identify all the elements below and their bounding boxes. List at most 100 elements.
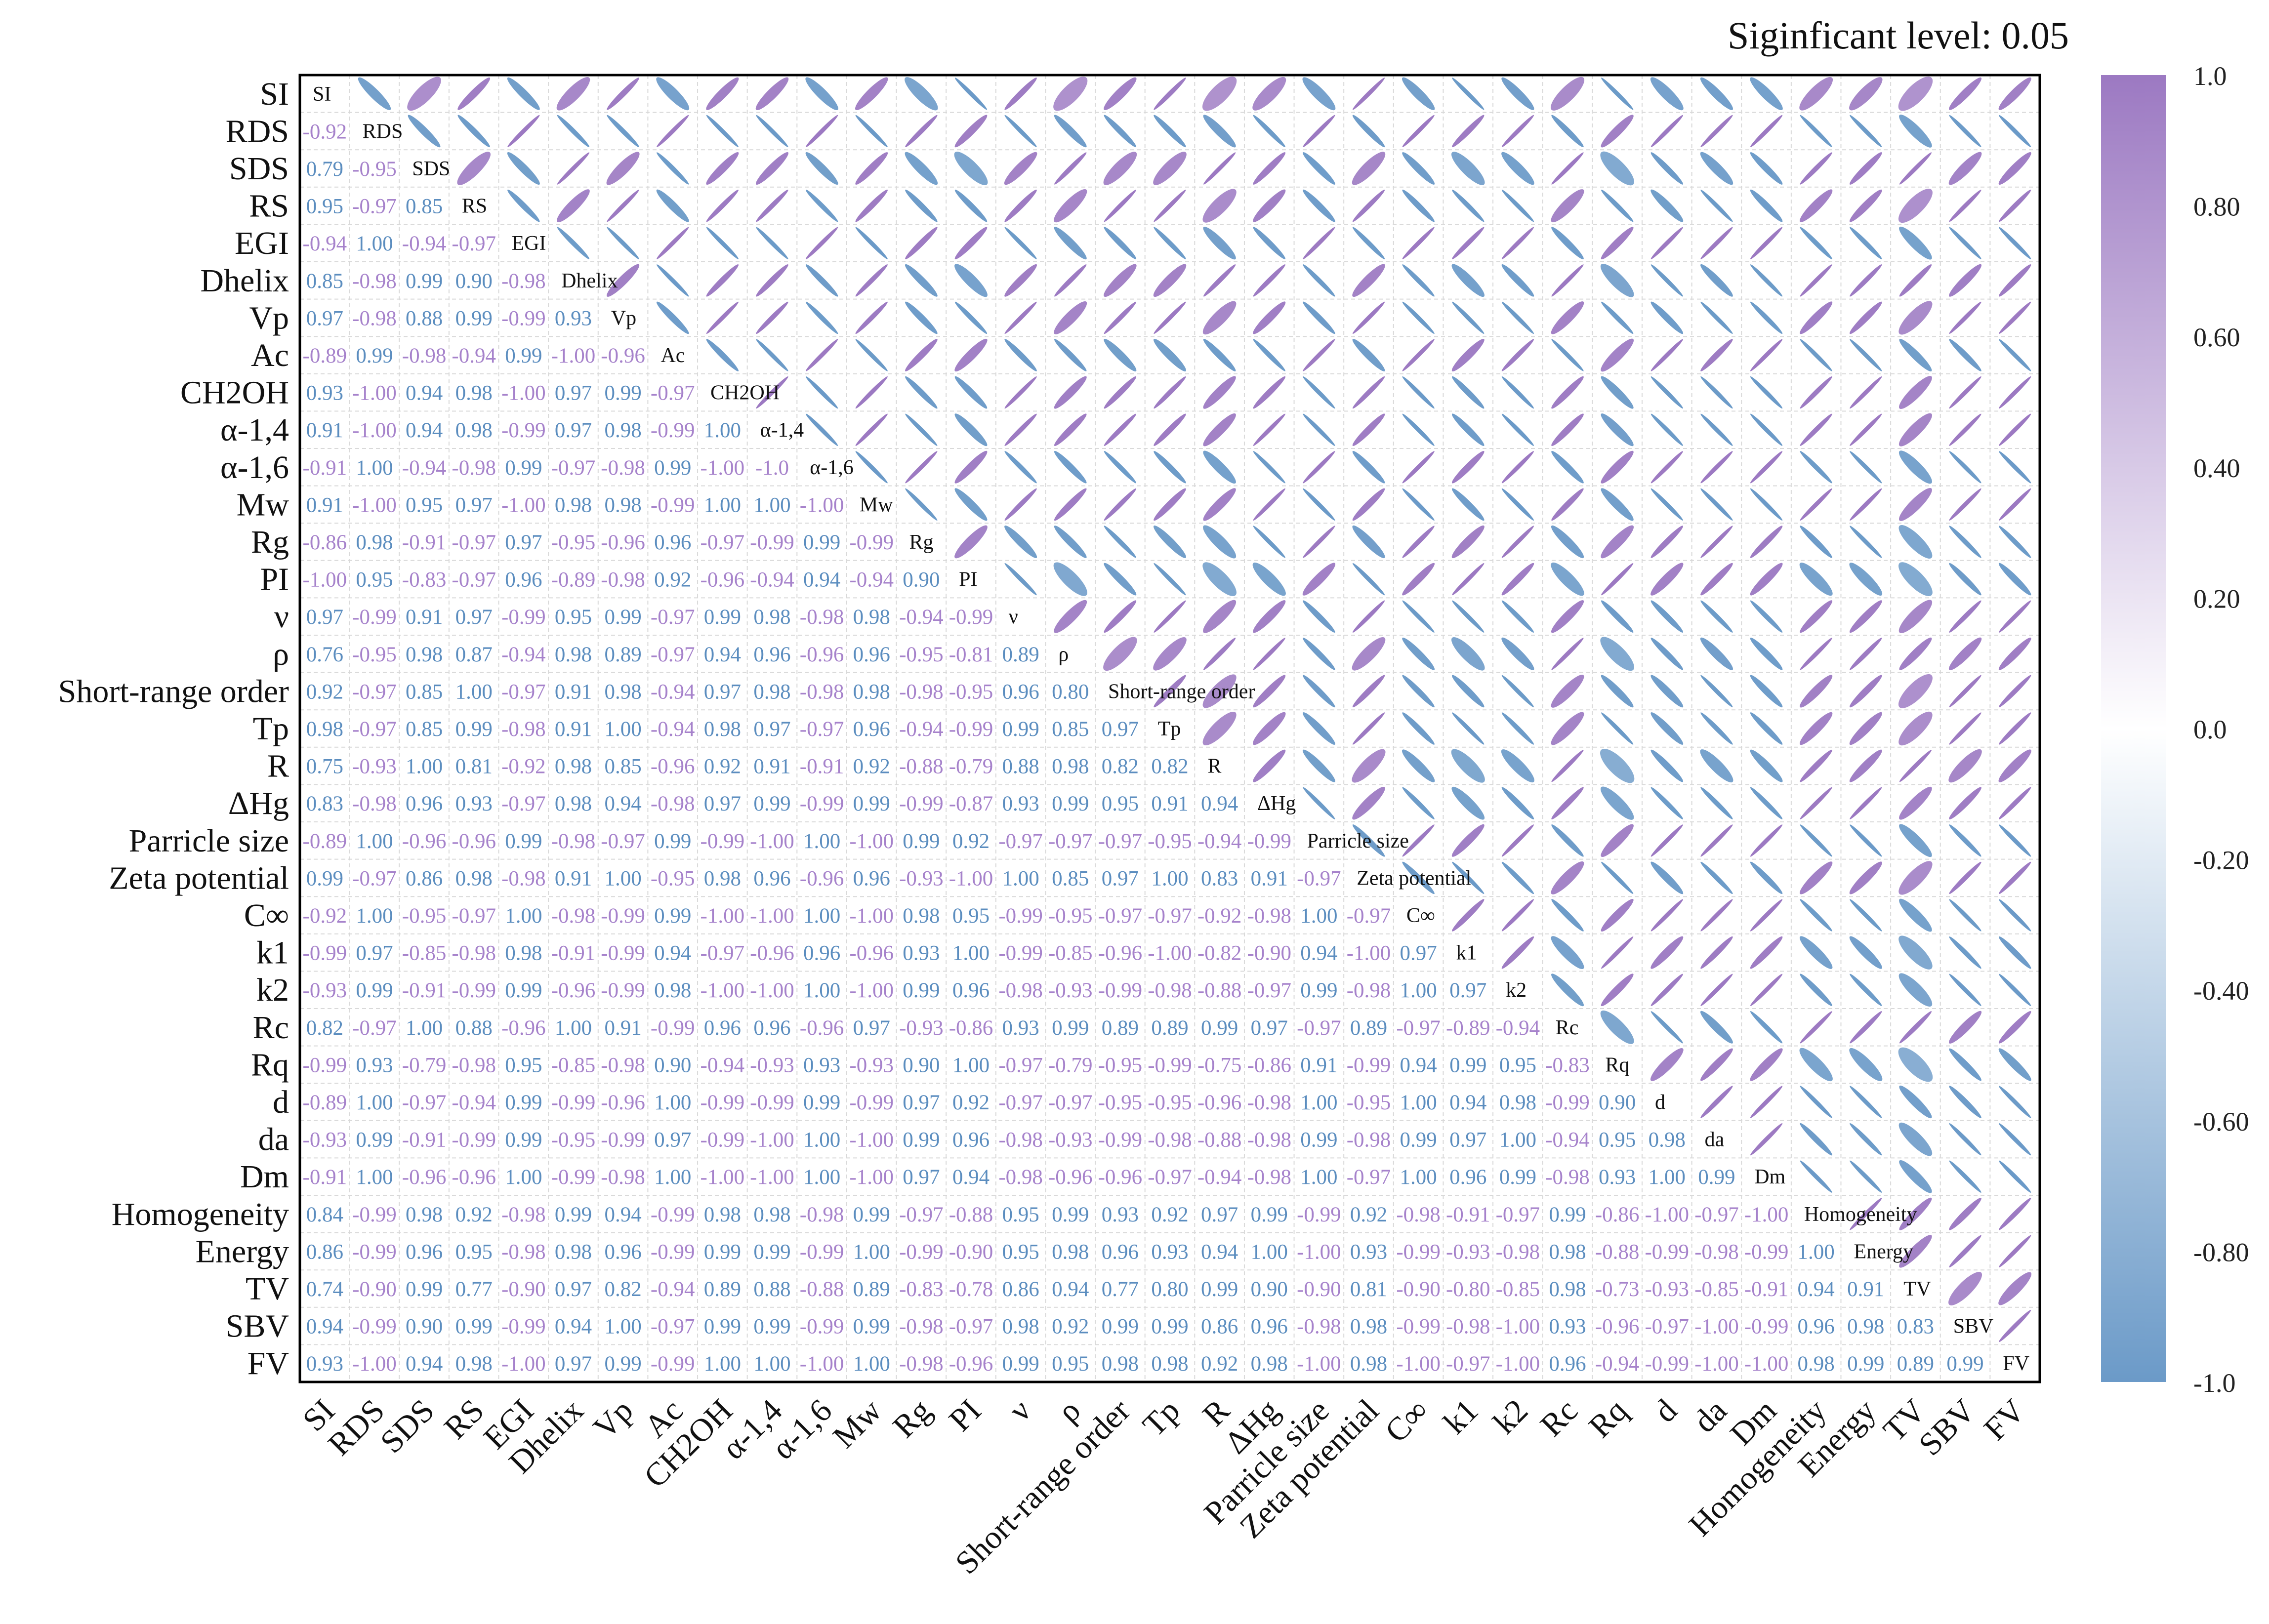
column-label: PI xyxy=(942,1392,988,1438)
ellipse-mark xyxy=(1700,1086,1733,1118)
ellipse-mark xyxy=(1402,264,1435,297)
ellipse-mark xyxy=(1898,413,1932,447)
cell-value: -0.98 xyxy=(1347,1129,1391,1152)
ellipse-mark xyxy=(1203,115,1236,148)
diagonal-label: TV xyxy=(1903,1278,1931,1300)
ellipse-mark xyxy=(1949,899,1981,932)
cell-value: -0.96 xyxy=(452,830,496,853)
row-label: Rg xyxy=(251,524,289,560)
ellipse-mark xyxy=(1799,563,1833,596)
cell-value: 0.99 xyxy=(853,1203,890,1226)
ellipse-mark xyxy=(1700,824,1733,857)
ellipse-mark xyxy=(1352,301,1385,334)
cell-value: -0.98 xyxy=(1496,1240,1540,1263)
cell-value: 0.84 xyxy=(306,1203,343,1226)
cell-value: -0.97 xyxy=(601,830,645,853)
cell-value: 0.95 xyxy=(406,493,443,517)
ellipse-mark xyxy=(1501,115,1534,147)
ellipse-mark xyxy=(1551,674,1584,708)
diagonal-labels: SI RDS SDS RS EGI Dhelix Vp Ac CH2OH α-1,4 α-1,6 Mw… xyxy=(313,83,2029,1375)
cell-value: -1.00 xyxy=(501,493,546,517)
row-label: k1 xyxy=(256,935,289,971)
diagonal-label: SDS xyxy=(412,158,450,180)
ellipse-mark xyxy=(1601,675,1634,708)
cell-value: -0.97 xyxy=(501,792,546,815)
cell-value: 1.00 xyxy=(1251,1240,1288,1263)
cell-value: -0.96 xyxy=(949,1352,993,1376)
column-label: C∞ xyxy=(1378,1392,1436,1450)
diagonal-label: d xyxy=(1655,1091,1665,1114)
ellipse-mark xyxy=(1154,600,1186,633)
ellipse-mark xyxy=(806,413,838,446)
ellipse-mark xyxy=(1451,749,1485,783)
plot-frame xyxy=(298,74,2041,1383)
cell-value: 0.95 xyxy=(555,606,592,629)
ellipse-mark xyxy=(1601,936,1634,969)
ellipse-mark xyxy=(905,152,938,185)
ellipse-mark xyxy=(1551,562,1584,596)
ellipse-mark xyxy=(806,376,838,409)
cell-value: 0.96 xyxy=(406,792,443,815)
cell-value: -0.98 xyxy=(1347,979,1391,1002)
ellipse-mark xyxy=(1154,78,1186,110)
ellipse-mark xyxy=(1998,936,2031,969)
ellipse-mark xyxy=(657,264,689,297)
cell-value: 0.93 xyxy=(1102,1203,1139,1226)
cell-value: 1.00 xyxy=(803,1166,840,1189)
ellipse-mark xyxy=(1998,1272,2032,1305)
cell-value: 1.00 xyxy=(853,1352,890,1376)
ellipse-mark xyxy=(1451,637,1485,671)
cell-value: -0.97 xyxy=(1098,830,1143,853)
cell-value: 1.00 xyxy=(356,456,393,480)
cell-value: 0.97 xyxy=(1400,942,1437,965)
ellipse-mark xyxy=(1650,376,1683,409)
ellipse-mark xyxy=(1949,339,1981,371)
cell-value: -0.98 xyxy=(1446,1315,1490,1339)
cell-value: -0.97 xyxy=(1148,904,1192,928)
colorbar-tick-label: -0.20 xyxy=(2193,846,2249,875)
ellipse-mark xyxy=(1850,638,1882,670)
cell-value: -0.95 xyxy=(551,1129,596,1152)
cell-value: -0.99 xyxy=(1396,1240,1441,1263)
ellipse-mark xyxy=(1650,301,1684,334)
column-label: FV xyxy=(1977,1392,2032,1447)
cell-value: 1.00 xyxy=(654,1166,691,1189)
ellipse-mark xyxy=(1352,637,1386,671)
cell-value: 0.99 xyxy=(1449,1054,1486,1077)
ellipse-mark xyxy=(1402,861,1435,894)
cell-value: 0.92 xyxy=(654,568,691,592)
diagonal-label: FV xyxy=(2003,1352,2029,1375)
ellipse-mark xyxy=(1104,264,1137,297)
cell-value: 0.97 xyxy=(654,1129,691,1152)
cell-value: 0.93 xyxy=(1350,1240,1387,1263)
diagonal-label: Homogeneity xyxy=(1804,1203,1917,1226)
cell-value: -0.97 xyxy=(1645,1315,1689,1339)
cell-value: -0.91 xyxy=(551,942,596,965)
ellipse-mark xyxy=(1601,974,1634,1007)
ellipse-mark xyxy=(1352,786,1385,820)
cell-value: 0.88 xyxy=(1002,755,1039,778)
ellipse-mark xyxy=(1501,787,1534,819)
cell-value: 1.00 xyxy=(753,493,790,517)
cell-value: 0.98 xyxy=(604,680,641,703)
cell-value: 0.87 xyxy=(455,643,493,666)
ellipse-mark xyxy=(1850,1086,1882,1118)
ellipse-mark xyxy=(557,152,590,185)
cell-value: -1.00 xyxy=(849,1166,894,1189)
cell-value: -0.99 xyxy=(701,830,745,853)
ellipse-mark xyxy=(1700,787,1733,819)
row-label: Homogeneity xyxy=(112,1196,289,1232)
cell-value: -0.94 xyxy=(1496,1016,1540,1040)
cell-value: -0.97 xyxy=(651,1315,695,1339)
cell-value: -0.98 xyxy=(1247,1129,1291,1152)
ellipse-mark xyxy=(805,77,838,111)
ellipse-mark xyxy=(1800,712,1833,745)
cell-value: 0.97 xyxy=(853,1016,890,1040)
ellipse-mark xyxy=(1799,77,1833,111)
cell-value: 0.89 xyxy=(704,1278,741,1301)
cell-value: -0.89 xyxy=(303,1091,347,1114)
ellipse-mark xyxy=(1849,563,1883,596)
ellipse-mark xyxy=(1998,1011,2031,1044)
cell-value: 1.00 xyxy=(654,1091,691,1114)
ellipse-mark xyxy=(1501,488,1534,521)
